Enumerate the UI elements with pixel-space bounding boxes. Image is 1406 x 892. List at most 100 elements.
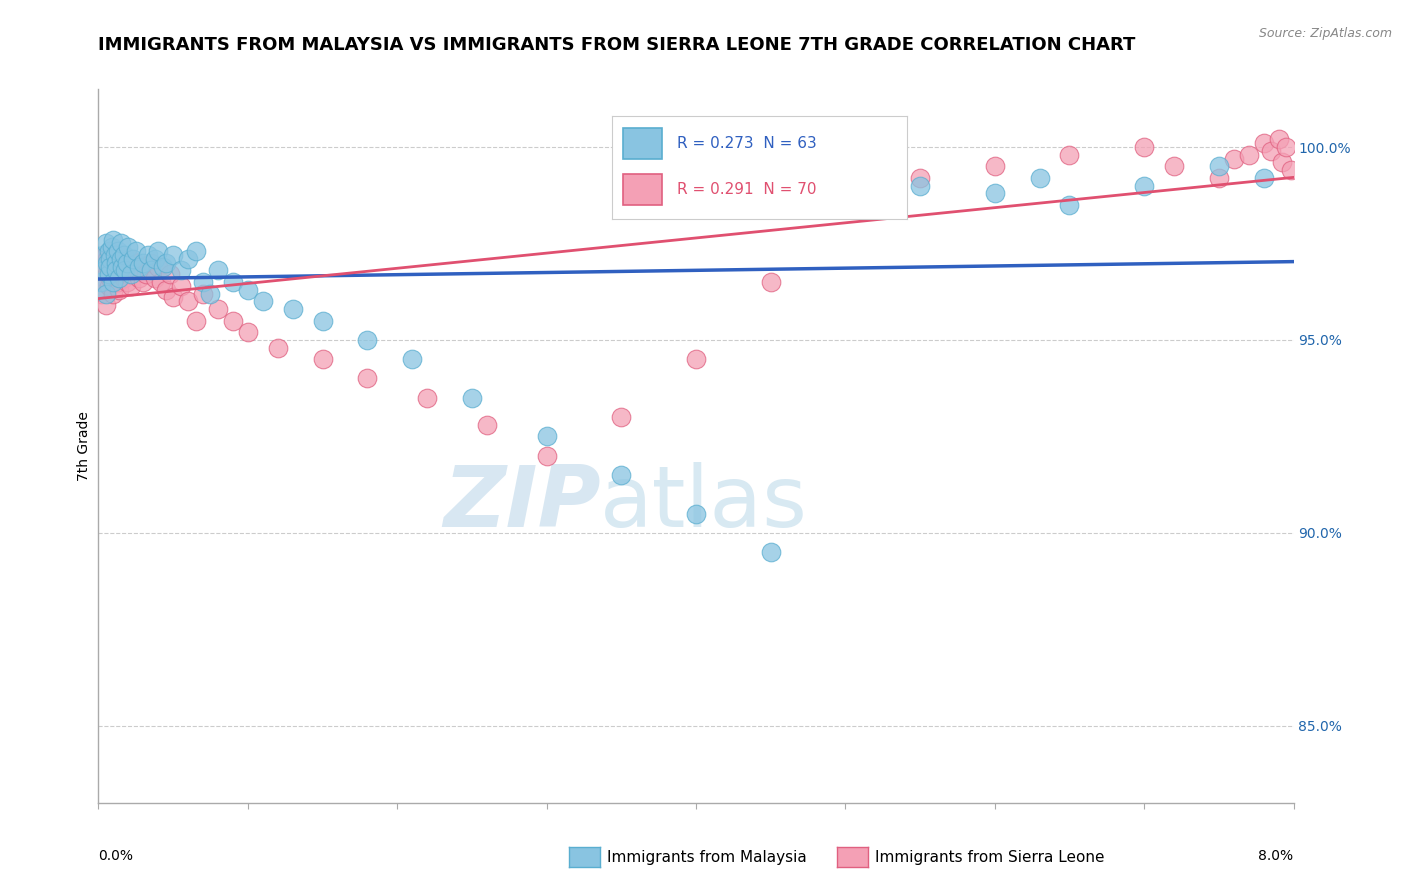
- Point: [281, 301, 304, 316]
- Point: [1279, 163, 1302, 178]
- Text: 0.0%: 0.0%: [98, 849, 134, 863]
- Point: [159, 268, 181, 282]
- Point: [143, 252, 166, 266]
- Text: IMMIGRANTS FROM MALAYSIA VS IMMIGRANTS FROM SIERRA LEONE 7TH GRADE CORRELATION C: IMMIGRANTS FROM MALAYSIA VS IMMIGRANTS F…: [98, 36, 1136, 54]
- Point: [207, 301, 229, 316]
- Point: [104, 248, 127, 262]
- Point: [94, 248, 117, 262]
- Point: [98, 271, 122, 285]
- Text: atlas: atlas: [600, 461, 808, 545]
- Point: [252, 294, 274, 309]
- Point: [267, 341, 290, 355]
- Point: [148, 260, 170, 274]
- Point: [416, 391, 439, 405]
- Point: [91, 248, 114, 262]
- Point: [121, 263, 143, 277]
- Text: R = 0.273  N = 63: R = 0.273 N = 63: [676, 136, 817, 151]
- Point: [461, 391, 484, 405]
- Text: Immigrants from Sierra Leone: Immigrants from Sierra Leone: [875, 850, 1104, 864]
- Point: [90, 286, 112, 301]
- Point: [101, 240, 124, 254]
- Point: [97, 268, 120, 282]
- Point: [135, 268, 157, 282]
- Point: [1208, 159, 1230, 173]
- Point: [105, 256, 128, 270]
- Point: [908, 178, 931, 193]
- Point: [120, 268, 142, 282]
- Point: [107, 256, 129, 270]
- Point: [139, 256, 162, 270]
- Text: R = 0.291  N = 70: R = 0.291 N = 70: [676, 182, 815, 197]
- Point: [610, 410, 633, 425]
- Point: [1208, 170, 1230, 185]
- Point: [184, 244, 207, 259]
- Point: [117, 268, 139, 282]
- Point: [311, 352, 333, 367]
- Point: [93, 263, 115, 277]
- Point: [1275, 140, 1298, 154]
- Point: [111, 260, 134, 274]
- Point: [96, 252, 118, 266]
- Point: [125, 244, 148, 259]
- Point: [401, 352, 423, 367]
- Point: [155, 283, 177, 297]
- Point: [103, 244, 125, 259]
- Point: [112, 248, 135, 262]
- Point: [97, 244, 120, 259]
- Point: [610, 467, 633, 482]
- Point: [1133, 178, 1156, 193]
- Point: [222, 275, 245, 289]
- Point: [311, 313, 333, 327]
- Point: [98, 260, 122, 274]
- Point: [1163, 159, 1185, 173]
- Point: [984, 186, 1007, 201]
- Point: [136, 248, 159, 262]
- Point: [191, 275, 214, 289]
- Point: [112, 271, 135, 285]
- Point: [908, 170, 931, 185]
- Point: [125, 256, 148, 270]
- Point: [1059, 198, 1081, 212]
- Point: [148, 244, 170, 259]
- Point: [97, 279, 120, 293]
- Point: [110, 252, 132, 266]
- Point: [200, 286, 222, 301]
- Point: [121, 252, 143, 266]
- Point: [143, 271, 166, 285]
- FancyBboxPatch shape: [623, 128, 662, 159]
- Point: [103, 286, 125, 301]
- Point: [129, 260, 152, 274]
- Point: [685, 507, 707, 521]
- Y-axis label: 7th Grade: 7th Grade: [77, 411, 91, 481]
- Point: [155, 256, 177, 270]
- Point: [207, 263, 229, 277]
- Point: [110, 263, 132, 277]
- Point: [1028, 170, 1050, 185]
- Point: [1253, 136, 1275, 151]
- Point: [759, 545, 782, 559]
- Point: [177, 294, 200, 309]
- Text: Immigrants from Malaysia: Immigrants from Malaysia: [607, 850, 807, 864]
- Point: [169, 263, 191, 277]
- Point: [1059, 148, 1081, 162]
- Text: 8.0%: 8.0%: [1258, 849, 1294, 863]
- Point: [105, 268, 128, 282]
- Point: [94, 236, 117, 251]
- Point: [107, 244, 129, 259]
- Point: [103, 275, 125, 289]
- Point: [111, 248, 134, 262]
- Point: [169, 279, 191, 293]
- Point: [834, 198, 856, 212]
- FancyBboxPatch shape: [623, 175, 662, 205]
- Point: [108, 271, 131, 285]
- Point: [1222, 152, 1246, 166]
- Point: [356, 371, 378, 385]
- Point: [103, 233, 125, 247]
- Point: [162, 291, 184, 305]
- Point: [101, 252, 124, 266]
- Point: [1267, 132, 1289, 146]
- Point: [114, 263, 136, 277]
- Point: [222, 313, 245, 327]
- Point: [93, 275, 115, 289]
- Point: [96, 256, 118, 270]
